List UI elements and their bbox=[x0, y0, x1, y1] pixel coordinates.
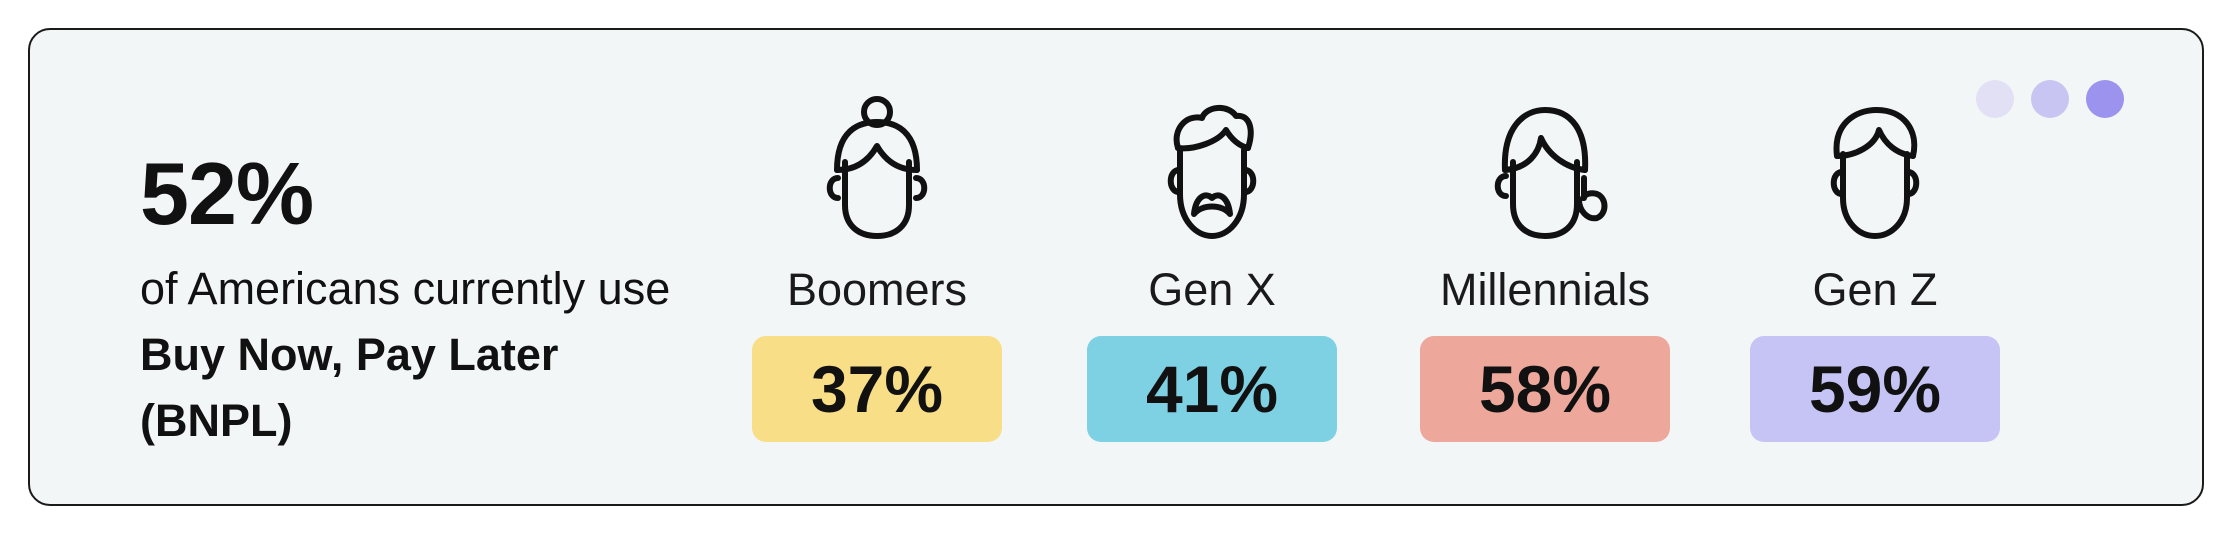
pager-dot-2[interactable] bbox=[2031, 80, 2069, 118]
pager-dot-3[interactable] bbox=[2086, 80, 2124, 118]
group-gen-z: Gen Z 59% bbox=[1750, 90, 2000, 442]
headline-description: of Americans currently use Buy Now, Pay … bbox=[140, 256, 700, 454]
percent-badge: 58% bbox=[1420, 336, 1670, 442]
pager-dot-1[interactable] bbox=[1976, 80, 2014, 118]
group-gen-x: Gen X 41% bbox=[1087, 90, 1337, 442]
percent-badge: 37% bbox=[752, 336, 1002, 442]
group-label: Millennials bbox=[1439, 264, 1651, 315]
stats-card: 52% of Americans currently use Buy Now, … bbox=[28, 28, 2204, 506]
pager-dots bbox=[1976, 80, 2124, 118]
genx-man-icon bbox=[1167, 105, 1257, 239]
boomer-woman-icon bbox=[826, 96, 928, 239]
percent-badge: 41% bbox=[1087, 336, 1337, 442]
millennial-woman-icon bbox=[1494, 107, 1608, 239]
group-label: Boomers bbox=[786, 264, 968, 315]
description-text: of Americans currently use bbox=[140, 263, 671, 314]
headline-stat: 52% bbox=[140, 144, 314, 243]
group-label: Gen X bbox=[1148, 264, 1276, 315]
percent-badge: 59% bbox=[1750, 336, 2000, 442]
group-label: Gen Z bbox=[1812, 264, 1938, 315]
group-boomers: Boomers 37% bbox=[752, 90, 1002, 442]
description-bold: Buy Now, Pay Later (BNPL) bbox=[140, 329, 559, 446]
summary: 52% of Americans currently use Buy Now, … bbox=[140, 150, 700, 454]
genz-person-icon bbox=[1830, 107, 1920, 239]
group-millennials: Millennials 58% bbox=[1420, 90, 1670, 442]
